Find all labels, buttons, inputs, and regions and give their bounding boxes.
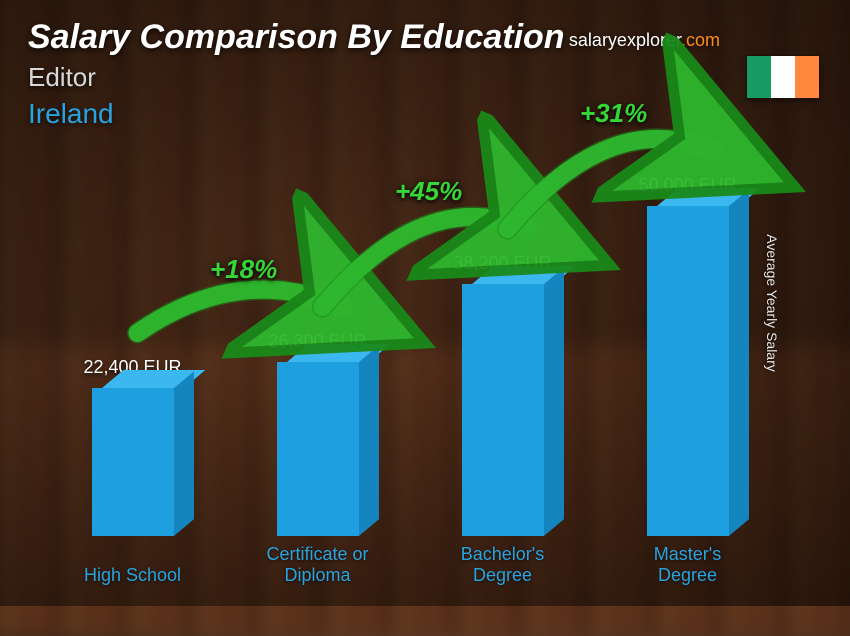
flag-ireland — [746, 55, 820, 99]
bar-category-label: Master's Degree — [608, 544, 768, 586]
site-name: salaryexplorer — [569, 30, 681, 50]
bar-front-face — [277, 362, 359, 536]
bar-column — [647, 206, 729, 536]
content-layer: Salary Comparison By Education Editor Ir… — [0, 0, 850, 606]
bar-group: 38,200 EUR Bachelor's Degree — [410, 253, 595, 536]
bar-column — [462, 284, 544, 536]
bar-front-face — [462, 284, 544, 536]
bar-column — [277, 362, 359, 536]
bar-group: 22,400 EUR High School — [40, 357, 225, 536]
bar-chart: 22,400 EUR High School 26,300 EUR Certif… — [40, 150, 780, 536]
flag-stripe-1 — [747, 56, 771, 98]
increase-pct-label: +45% — [395, 176, 462, 207]
increase-pct-label: +31% — [580, 98, 647, 129]
bar-column — [92, 388, 174, 536]
bar-category-label: Certificate or Diploma — [238, 544, 398, 586]
increase-pct-label: +18% — [210, 254, 277, 285]
bar-side-face — [359, 345, 379, 536]
bar-front-face — [647, 206, 729, 536]
site-brand: salaryexplorer.com — [569, 30, 720, 51]
flag-stripe-2 — [771, 56, 795, 98]
bar-category-label: Bachelor's Degree — [423, 544, 583, 586]
bar-front-face — [92, 388, 174, 536]
bar-group: 26,300 EUR Certificate or Diploma — [225, 331, 410, 536]
bar-category-label: High School — [53, 565, 213, 586]
bar-side-face — [729, 189, 749, 536]
page-title: Salary Comparison By Education — [28, 18, 565, 57]
bar-group: 50,000 EUR Master's Degree — [595, 175, 780, 536]
subtitle-job: Editor — [28, 62, 96, 93]
site-tld: .com — [681, 30, 720, 50]
flag-stripe-3 — [795, 56, 819, 98]
bar-side-face — [544, 267, 564, 536]
subtitle-country: Ireland — [28, 98, 114, 130]
bar-side-face — [174, 371, 194, 536]
